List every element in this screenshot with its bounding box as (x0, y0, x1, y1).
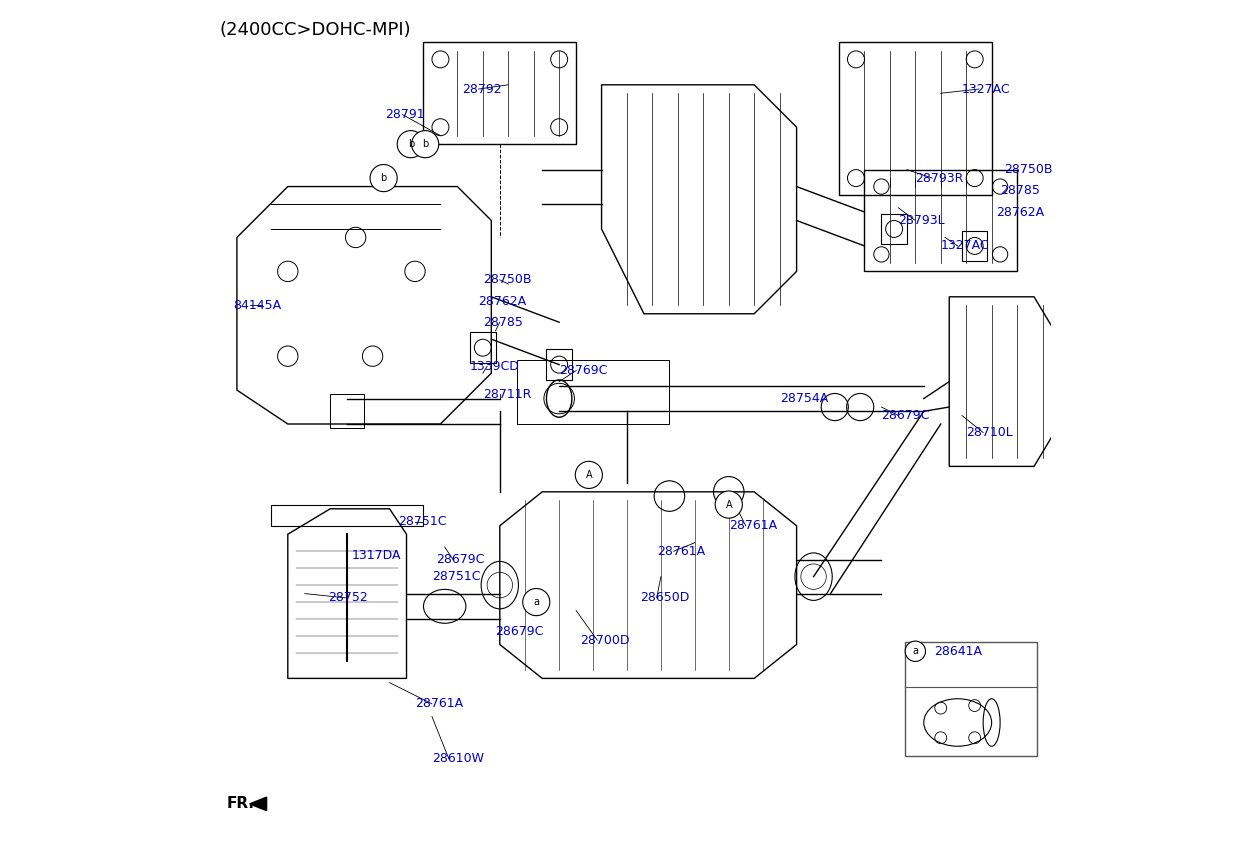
Text: b: b (408, 139, 414, 149)
Circle shape (411, 131, 439, 158)
Bar (470, 332, 495, 363)
Circle shape (523, 589, 549, 616)
Text: b: b (380, 173, 386, 183)
Text: (2400CC>DOHC-MPI): (2400CC>DOHC-MPI) (219, 21, 411, 39)
Text: 28762A: 28762A (996, 205, 1045, 219)
Circle shape (576, 461, 602, 488)
Text: 28679C: 28679C (436, 553, 484, 566)
Bar (905, 642, 1037, 756)
Circle shape (715, 491, 742, 518)
Text: 28793L: 28793L (898, 214, 946, 227)
Polygon shape (250, 797, 267, 811)
Text: 28750B: 28750B (1004, 163, 1053, 176)
Text: 1339CD: 1339CD (470, 360, 520, 373)
Text: 28785: 28785 (483, 315, 523, 329)
Bar (517, 360, 670, 424)
Circle shape (370, 165, 398, 192)
Text: b: b (423, 139, 429, 149)
Text: A: A (726, 499, 732, 510)
Text: 84145A: 84145A (233, 298, 281, 312)
Text: 28761A: 28761A (415, 697, 463, 711)
Text: 28792: 28792 (461, 82, 502, 96)
Text: 1327AC: 1327AC (962, 82, 1011, 96)
Text: 28754A: 28754A (780, 392, 828, 405)
Text: A: A (586, 470, 592, 480)
Text: 28769C: 28769C (559, 364, 607, 377)
Text: 28679C: 28679C (882, 409, 929, 422)
Text: 28650D: 28650D (640, 591, 690, 605)
Text: 1327AC: 1327AC (940, 239, 989, 253)
Bar (962, 231, 987, 261)
Bar (547, 349, 572, 380)
Text: 28679C: 28679C (495, 625, 544, 639)
Circle shape (905, 641, 925, 661)
Text: 28761A: 28761A (729, 519, 777, 533)
Text: 28762A: 28762A (479, 294, 527, 308)
Text: 28700D: 28700D (581, 633, 630, 647)
Text: 28750B: 28750B (483, 273, 532, 287)
Text: 28785: 28785 (1001, 184, 1040, 198)
Circle shape (398, 131, 424, 158)
Text: a: a (533, 597, 539, 607)
Text: 28761A: 28761A (657, 544, 705, 558)
Text: 28711R: 28711R (483, 388, 532, 401)
Text: a: a (913, 646, 918, 656)
Bar (330, 394, 364, 428)
Bar (882, 214, 907, 244)
Text: 28641A: 28641A (934, 644, 982, 658)
Text: 28751C: 28751C (398, 515, 446, 528)
Bar (271, 505, 424, 526)
Text: 1317DA: 1317DA (351, 549, 401, 562)
Text: 28791: 28791 (385, 108, 425, 121)
Text: 28710L: 28710L (966, 426, 1013, 439)
Text: 28751C: 28751C (431, 570, 480, 583)
Text: FR.: FR. (227, 796, 255, 812)
Text: 28793R: 28793R (915, 171, 963, 185)
Text: 28610W: 28610W (431, 752, 484, 766)
Text: 28752: 28752 (329, 591, 369, 605)
